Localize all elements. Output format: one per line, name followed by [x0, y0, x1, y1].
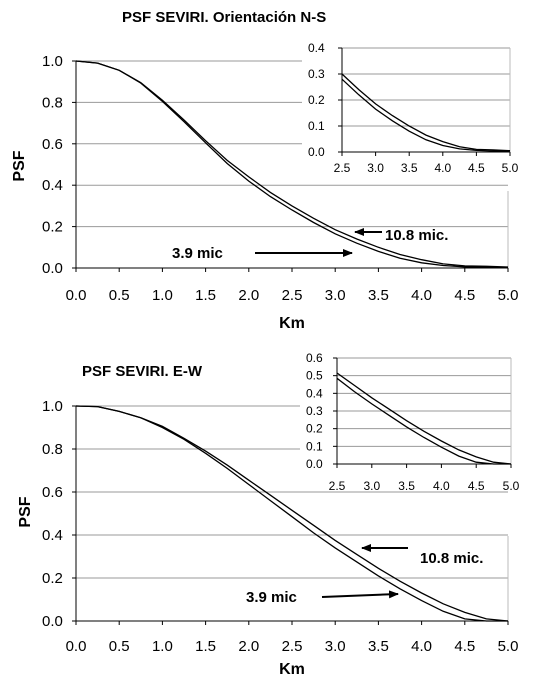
chart-ew-inset-x-tick-label: 2.5 — [329, 479, 346, 493]
chart-ns-y-tick-label: 0.4 — [42, 177, 63, 194]
chart-ew-inset-series-10-8-mic — [336, 372, 512, 465]
chart-ns-series-lines — [75, 60, 509, 269]
chart-ew-inset-y-tick-label: 0.0 — [306, 457, 323, 471]
chart-ns-y-tick-label: 0.6 — [42, 136, 63, 153]
chart-ew-x-tick-label: 2.5 — [282, 638, 303, 655]
chart-ns-series-3-9-mic — [75, 60, 509, 269]
chart-ew-x-tick-label: 0.5 — [109, 638, 130, 655]
chart-ew-inset-y-tick-label: 0.6 — [306, 351, 323, 365]
chart-ns-inset-y-tick-label: 0.0 — [308, 145, 325, 159]
chart-ew-inset-y-tick-label: 0.2 — [306, 422, 323, 436]
chart-ns-x-tick-label: 2.0 — [238, 287, 259, 304]
chart-ew-y-tick-label: 0.6 — [42, 484, 63, 501]
chart-ns-x-tick-label: 2.5 — [282, 287, 303, 304]
chart-ew-series-3-9-mic — [75, 405, 508, 622]
chart-ew-x-tick-label: 1.0 — [152, 638, 173, 655]
chart-ew-inset-x-tick-label: 5.0 — [503, 479, 520, 493]
chart-ew-axes — [72, 405, 509, 625]
chart-ew-x-tick-label: 4.5 — [454, 638, 475, 655]
chart-ns-inset-axes — [338, 47, 511, 156]
chart-ns-inset-y-tick-label: 0.4 — [308, 41, 325, 55]
chart-ew-y-tick-label: 0.4 — [42, 527, 63, 544]
chart-ew-inset-y-tick-labels: 0.0 0.1 0.2 0.3 0.4 0.5 0.6 — [306, 351, 323, 471]
chart-ns-x-tick-label: 4.0 — [411, 287, 432, 304]
chart-ew-y-tick-label: 0.0 — [42, 613, 63, 630]
chart-ew-inset-y-tick-label: 0.5 — [306, 369, 323, 383]
chart-ns-x-tick-label: 1.5 — [195, 287, 216, 304]
chart-ns-y-tick-labels: 0.0 0.2 0.4 0.6 0.8 1.0 — [42, 53, 63, 277]
chart-ns-inset-x-tick-label: 3.0 — [367, 161, 384, 175]
chart-ns-x-tick-label: 4.5 — [454, 287, 475, 304]
chart-ew-inset-series-lines — [336, 372, 512, 465]
chart-ew-inset-y-tick-label: 0.4 — [306, 386, 323, 400]
chart-ew-inset-y-tick-label: 0.3 — [306, 404, 323, 418]
chart-ns-inset-y-tick-labels: 0.0 0.1 0.2 0.3 0.4 — [308, 41, 325, 159]
chart-ns-x-tick-label: 3.0 — [325, 287, 346, 304]
chart-ew-x-tick-label: 5.0 — [498, 638, 519, 655]
chart-ew-x-tick-label: 1.5 — [195, 638, 216, 655]
chart-ew-x-tick-label: 0.0 — [66, 638, 87, 655]
chart-ew-x-tick-label: 2.0 — [238, 638, 259, 655]
chart-ns-title: PSF SEVIRI. Orientación N-S — [122, 9, 326, 26]
chart-ns-annotation-3-9: 3.9 mic — [172, 245, 223, 262]
chart-ew-inset-y-tick-label: 0.1 — [306, 439, 323, 453]
chart-ew-inset: 0.0 0.1 0.2 0.3 0.4 0.5 0.6 2.5 3.0 3.5 4.0 4.5 5.0 — [300, 351, 520, 493]
chart-ns-x-tick-label: 5.0 — [498, 287, 519, 304]
chart-ew-inset-x-tick-label: 3.0 — [363, 479, 380, 493]
chart-ew-inset-x-tick-labels: 2.5 3.0 3.5 4.0 4.5 5.0 — [329, 479, 520, 493]
chart-ns-inset-x-tick-label: 4.5 — [468, 161, 485, 175]
chart-ns-y-tick-label: 0.0 — [42, 260, 63, 277]
chart-ns-x-tick-label: 0.0 — [66, 287, 87, 304]
chart-ns: PSF SEVIRI. Orientación N-S 0.0 0.2 0.4 0.6… — [11, 9, 519, 332]
chart-ns-y-axis-label: PSF — [11, 150, 28, 181]
chart-ns-x-tick-label: 3.5 — [368, 287, 389, 304]
chart-ns-inset-x-tick-label: 5.0 — [502, 161, 519, 175]
chart-ew-title: PSF SEVIRI. E-W — [82, 363, 203, 380]
chart-ew-x-tick-label: 3.0 — [325, 638, 346, 655]
chart-ns-inset-x-tick-label: 2.5 — [334, 161, 351, 175]
chart-ew-annotation-10-8: 10.8 mic. — [420, 550, 483, 567]
chart-ns-inset-gridlines — [342, 47, 510, 127]
chart-ns-inset-y-tick-label: 0.2 — [308, 93, 325, 107]
chart-ew-y-axis-label: PSF — [17, 496, 34, 527]
chart-ew-annotation-3-9: 3.9 mic — [246, 589, 297, 606]
chart-ns-inset-x-tick-labels: 2.5 3.0 3.5 4.0 4.5 5.0 — [334, 161, 519, 175]
chart-ew-inset-series-3-9-mic — [336, 377, 511, 465]
chart-ns-y-tick-label: 0.2 — [42, 219, 63, 236]
chart-ns-inset: 0.0 0.1 0.2 0.3 0.4 2.5 3.0 3.5 4.0 4.5 5.0 — [302, 41, 519, 175]
chart-ns-x-axis-label: Km — [279, 315, 305, 332]
chart-ew-inset-x-tick-label: 3.5 — [398, 479, 415, 493]
chart-ew-x-tick-label: 3.5 — [368, 638, 389, 655]
chart-ew-x-tick-labels: 0.0 0.5 1.0 1.5 2.0 2.5 3.0 3.5 4.0 4.5 5.0 — [66, 638, 519, 655]
chart-ew-y-tick-label: 0.2 — [42, 570, 63, 587]
chart-ns-inset-y-tick-label: 0.1 — [308, 119, 325, 133]
chart-ns-x-tick-label: 1.0 — [152, 287, 173, 304]
chart-ew-y-tick-labels: 0.0 0.2 0.4 0.6 0.8 1.0 — [42, 398, 63, 630]
chart-ew-y-tick-label: 1.0 — [42, 398, 63, 415]
chart-ns-x-tick-label: 0.5 — [109, 287, 130, 304]
chart-ew-arrow-3-9 — [321, 590, 399, 599]
chart-ew-y-tick-label: 0.8 — [42, 441, 63, 458]
chart-ew-inset-x-tick-label: 4.5 — [468, 479, 485, 493]
chart-ns-inset-x-tick-label: 4.0 — [434, 161, 451, 175]
chart-ns-x-tick-labels: 0.0 0.5 1.0 1.5 2.0 2.5 3.0 3.5 4.0 4.5 5.0 — [66, 287, 519, 304]
chart-ew-x-axis-label: Km — [279, 661, 305, 678]
chart-ew-inset-x-tick-label: 4.0 — [433, 479, 450, 493]
chart-ns-inset-y-tick-label: 0.3 — [308, 67, 325, 81]
chart-ew: PSF SEVIRI. E-W 0.00.20.40.60.81.0 0.0 0.… — [17, 351, 520, 678]
chart-ns-axes — [72, 60, 509, 272]
chart-ew-x-tick-label: 4.0 — [411, 638, 432, 655]
chart-ew-series-lines — [75, 405, 509, 622]
chart-ns-y-tick-label: 0.8 — [42, 94, 63, 111]
chart-ns-inset-x-tick-label: 3.5 — [401, 161, 418, 175]
chart-ns-annotation-10-8: 10.8 mic. — [385, 227, 448, 244]
chart-ns-inset-series-lines — [341, 73, 511, 152]
chart-ew-inset-axes — [333, 357, 512, 468]
chart-ew-inset-background — [300, 356, 515, 464]
chart-ns-inset-series-10-8-mic — [341, 73, 511, 152]
chart-ns-y-tick-label: 1.0 — [42, 53, 63, 70]
chart-ns-inset-series-3-9-mic — [341, 78, 511, 152]
